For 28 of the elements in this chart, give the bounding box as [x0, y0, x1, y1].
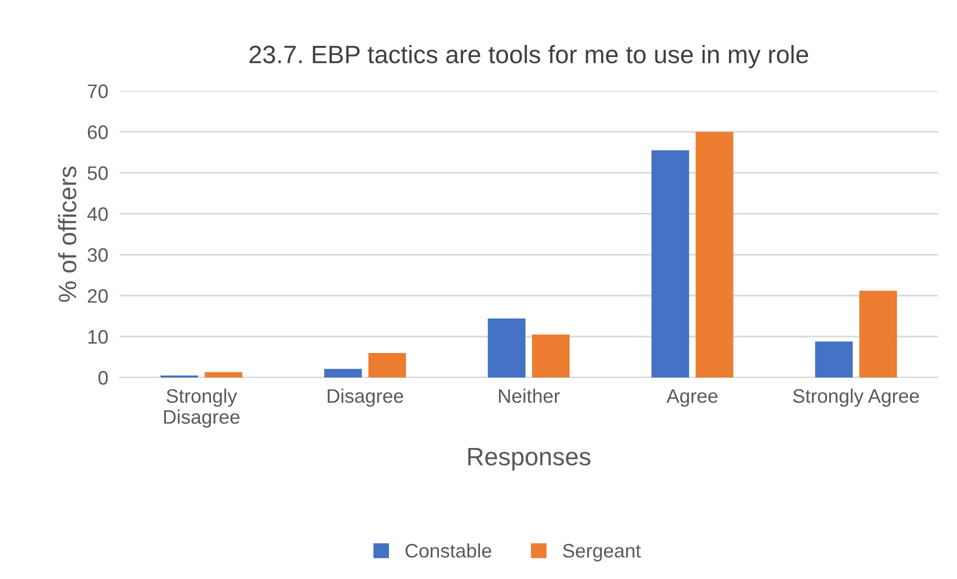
bar	[696, 132, 734, 378]
x-tick-label: Strongly Disagree	[164, 388, 240, 428]
bar	[324, 368, 362, 378]
x-axis-title: Responses	[468, 448, 590, 470]
y-tick-label: 70	[88, 84, 108, 98]
y-axis-title: % of officers	[58, 166, 76, 302]
y-tick-label: 0	[98, 370, 108, 385]
y-tick-label: 50	[88, 166, 108, 180]
y-tick-label: 60	[88, 125, 108, 140]
bar	[488, 318, 526, 378]
legend-label: Sergeant	[562, 544, 641, 562]
bar	[160, 375, 198, 378]
bar	[859, 290, 897, 378]
bar	[368, 352, 406, 378]
x-tick-label: Strongly Agree	[793, 388, 919, 407]
bar	[651, 150, 690, 378]
bar	[204, 372, 242, 378]
chart-title: 23.7. EBP tactics are tools for me to use in my role	[250, 45, 808, 68]
y-tick-label: 10	[88, 330, 108, 344]
bar	[532, 334, 570, 378]
bar	[815, 341, 853, 378]
x-tick-label: Agree	[666, 389, 718, 407]
y-tick-label: 20	[88, 289, 108, 303]
y-tick-label: 40	[87, 207, 108, 221]
legend-label: Constable	[406, 543, 492, 558]
y-tick-label: 30	[88, 248, 108, 262]
x-tick-label: Disagree	[328, 388, 404, 407]
x-tick-label: Neither	[499, 388, 560, 403]
